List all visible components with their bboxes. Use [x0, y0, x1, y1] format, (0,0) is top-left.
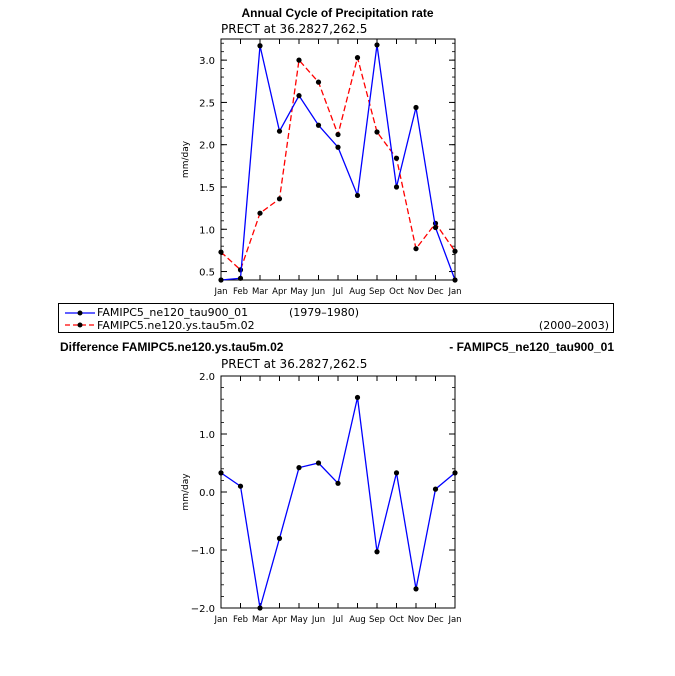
legend-label-2: FAMIPC5.ne120.ys.tau5m.02 — [97, 319, 255, 332]
top-x-tick-label: Apr — [272, 287, 287, 297]
legend-period-2: (2000–2003) — [538, 319, 609, 332]
top-x-tick-label: Mar — [252, 287, 269, 297]
top-data-point — [257, 210, 263, 216]
top-x-tick-label: Aug — [349, 287, 366, 297]
top-y-tick-label: 2.0 — [199, 141, 215, 152]
top-x-tick-label: Jun — [311, 287, 325, 297]
bottom-data-point — [393, 470, 400, 476]
top-data-point — [413, 104, 419, 111]
top-chart-title: Annual Cycle of Precipitation rate — [241, 6, 434, 20]
bottom-x-tick-label: Jun — [311, 615, 325, 625]
top-data-point — [296, 93, 302, 99]
bottom-data-point — [276, 535, 283, 542]
bottom-data-point — [432, 486, 439, 492]
top-data-point — [218, 249, 224, 255]
top-x-tick-label: Feb — [233, 287, 248, 297]
bottom-y-axis-label: mm/day — [181, 473, 191, 511]
bottom-data-point — [257, 605, 263, 611]
top-y-axis-label: mm/day — [181, 140, 191, 178]
bottom-chart-title-right: - FAMIPC5_ne120_tau900_01 — [449, 340, 614, 354]
legend-marker-blue — [77, 310, 83, 316]
top-x-tick-label: Jan — [447, 287, 461, 297]
legend-swatches — [65, 310, 95, 328]
bottom-y-tick-label: 2.0 — [199, 372, 215, 383]
top-data-point — [257, 43, 263, 49]
legend-label-1: FAMIPC5_ne120_tau900_01 — [97, 306, 249, 319]
bottom-data-point — [413, 586, 419, 592]
top-chart-subtitle: PRECT at 36.2827,262.5 — [221, 22, 368, 36]
top-y-tick-label: 2.5 — [199, 98, 215, 109]
top-data-point — [354, 192, 361, 199]
top-data-point — [315, 122, 322, 128]
bottom-data-point — [354, 394, 361, 401]
bottom-x-tick-label: Dec — [427, 615, 444, 625]
bottom-x-tick-label: Jan — [213, 615, 227, 625]
top-y-tick-label: 1.0 — [199, 225, 215, 236]
top-data-point — [296, 57, 302, 63]
bottom-chart-title-left: Difference FAMIPC5.ne120.ys.tau5m.02 — [60, 340, 284, 354]
top-x-tick-label: Jan — [213, 287, 227, 297]
top-x-tick-label: Sep — [369, 287, 385, 297]
top-x-tick-label: Oct — [389, 287, 404, 297]
top-x-tick-label: May — [290, 287, 308, 297]
top-data-point — [393, 184, 400, 190]
top-data-point — [315, 79, 322, 85]
bottom-data-point — [374, 549, 380, 555]
top-data-point — [237, 275, 244, 281]
bottom-series-line-blue — [220, 397, 456, 609]
top-data-point — [335, 144, 341, 150]
legend: FAMIPC5_ne120_tau900_01 (1979–1980) FAMI… — [58, 303, 614, 333]
top-y-tick-label: 0.5 — [199, 268, 215, 279]
top-data-point — [276, 196, 283, 202]
top-data-point — [374, 42, 380, 48]
top-data-point — [432, 224, 439, 231]
bottom-data-point — [296, 465, 302, 471]
bottom-data-point — [315, 460, 322, 466]
bottom-x-tick-label: Jan — [447, 615, 461, 625]
bottom-x-tick-label: Apr — [272, 615, 287, 625]
bottom-x-tick-label: Sep — [369, 615, 385, 625]
bottom-y-tick-label: 1.0 — [199, 430, 215, 441]
legend-period-1: (1979–1980) — [289, 306, 360, 319]
bottom-data-point — [218, 470, 224, 476]
top-x-tick-label: Jul — [332, 287, 343, 297]
bottom-y-tick-label: −1.0 — [191, 546, 215, 557]
bottom-chart-subtitle: PRECT at 36.2827,262.5 — [221, 357, 368, 371]
bottom-x-tick-label: Aug — [349, 615, 366, 625]
bottom-data-point — [237, 483, 244, 489]
legend-marker-red — [77, 322, 83, 328]
bottom-x-tick-label: May — [290, 615, 308, 625]
top-y-tick-label: 1.5 — [199, 183, 215, 194]
bottom-y-tick-label: 0.0 — [199, 488, 215, 499]
bottom-x-tick-label: Nov — [408, 615, 425, 625]
top-y-tick-label: 3.0 — [199, 56, 215, 67]
top-data-point — [276, 128, 283, 134]
bottom-data-point — [452, 470, 458, 476]
top-data-point — [452, 277, 458, 283]
bottom-data-point — [335, 480, 341, 486]
top-data-point — [218, 277, 224, 283]
bottom-x-tick-label: Oct — [389, 615, 404, 625]
top-data-point — [374, 129, 380, 135]
bottom-y-tick-label: −2.0 — [191, 604, 215, 615]
bottom-plot-frame — [220, 375, 456, 609]
top-data-point — [452, 248, 458, 254]
top-data-point — [335, 131, 341, 138]
top-data-point — [354, 55, 361, 61]
bottom-x-tick-label: Mar — [252, 615, 269, 625]
top-x-tick-label: Dec — [427, 287, 444, 297]
top-data-point — [413, 246, 419, 252]
bottom-x-tick-label: Feb — [233, 615, 248, 625]
top-series-line-blue — [220, 44, 456, 281]
top-x-tick-label: Nov — [408, 287, 425, 297]
bottom-x-tick-label: Jul — [332, 615, 343, 625]
top-data-point — [393, 155, 400, 161]
